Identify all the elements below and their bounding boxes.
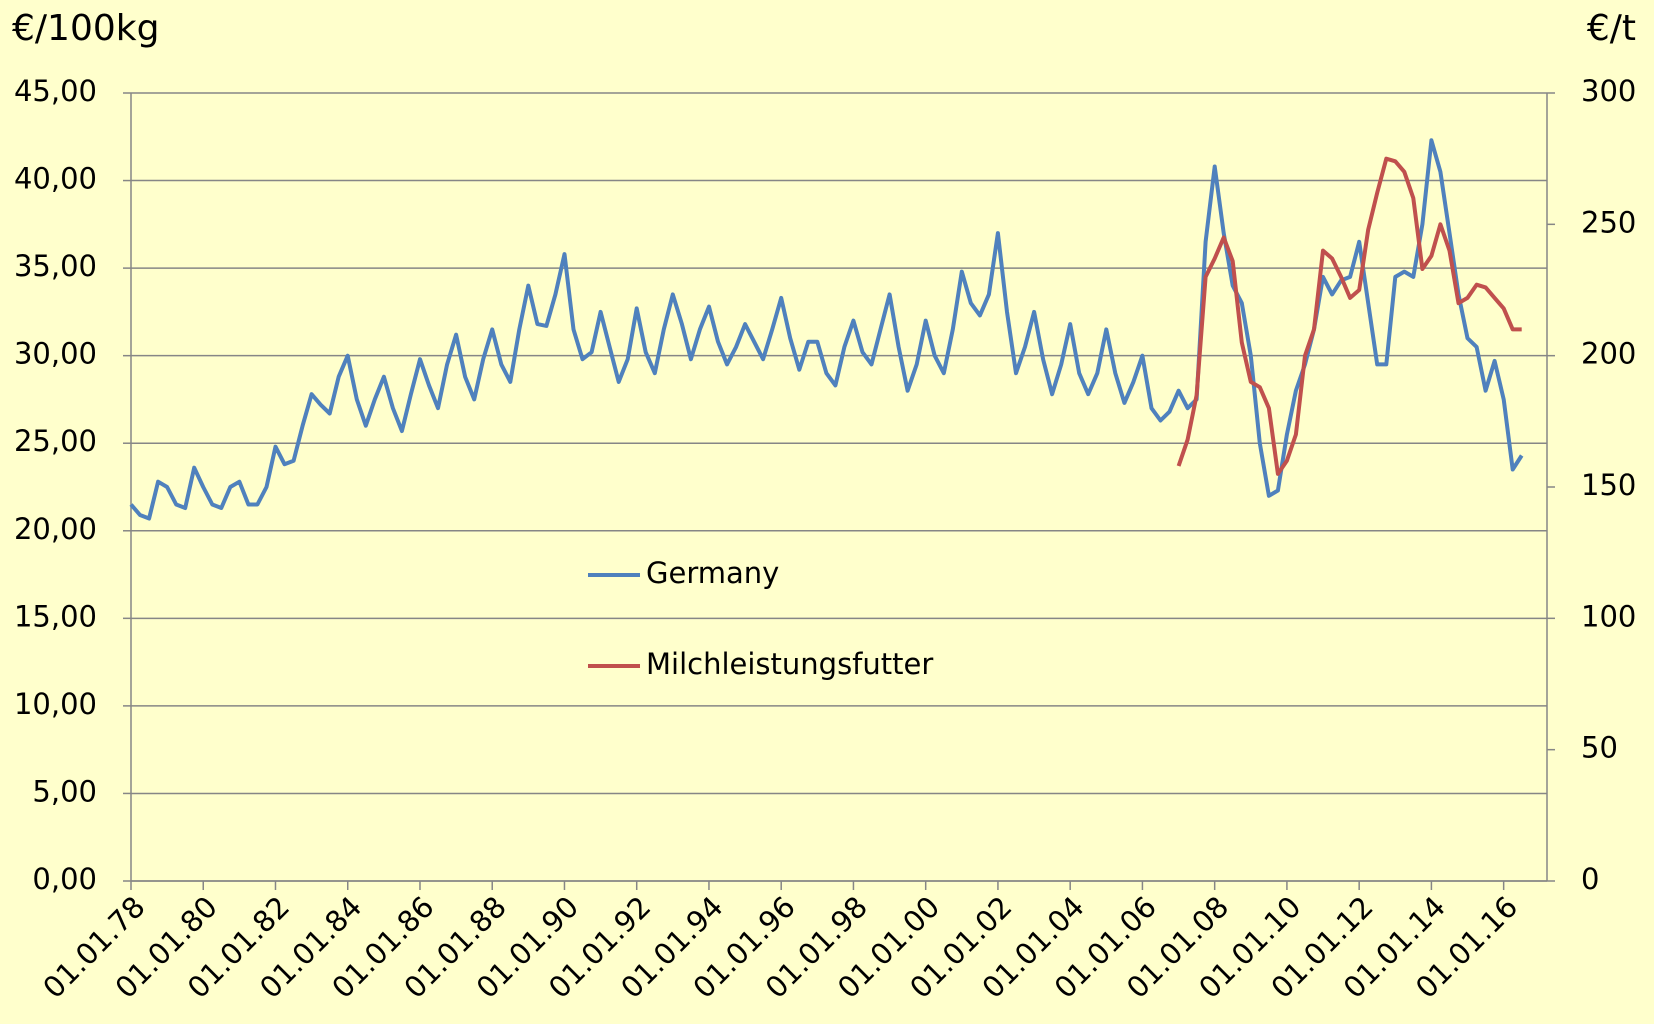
y2-axis-label: €/t — [1587, 8, 1636, 49]
y2-tick-label: 100 — [1581, 599, 1636, 633]
y2-tick-label: 0 — [1581, 862, 1599, 896]
y-tick-label: 5,00 — [32, 774, 97, 808]
y-tick-label: 25,00 — [14, 424, 97, 458]
y-tick-label: 35,00 — [14, 249, 97, 283]
legend-label: Milchleistungsfutter — [646, 647, 933, 681]
y-tick-label: 40,00 — [14, 162, 97, 196]
y-axis-label: €/100kg — [12, 8, 159, 49]
y-tick-label: 0,00 — [32, 862, 97, 896]
y-tick-label: 15,00 — [14, 599, 97, 633]
legend-label: Germany — [646, 556, 779, 590]
y2-tick-label: 300 — [1581, 74, 1636, 108]
y-tick-label: 45,00 — [14, 74, 97, 108]
y2-tick-label: 250 — [1581, 205, 1636, 239]
series-line — [1176, 156, 1522, 476]
y-tick-label: 20,00 — [14, 512, 97, 546]
y2-tick-label: 50 — [1581, 731, 1618, 765]
y2-tick-label: 150 — [1581, 468, 1636, 502]
series-line — [129, 138, 1524, 521]
y-tick-label: 10,00 — [14, 687, 97, 721]
y-tick-label: 30,00 — [14, 337, 97, 371]
y2-tick-label: 200 — [1581, 337, 1636, 371]
